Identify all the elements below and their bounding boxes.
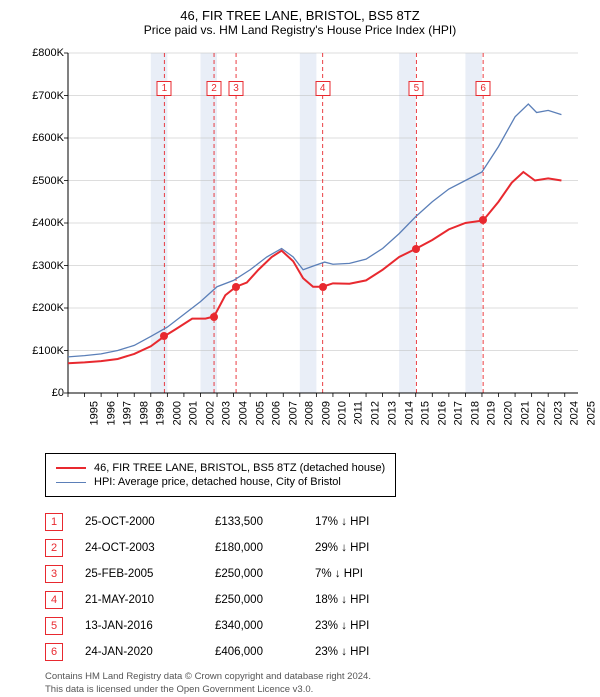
x-axis-label: 2018 (469, 401, 481, 425)
x-axis-label: 2025 (585, 401, 597, 425)
sale-row-date: 21-MAY-2010 (85, 594, 215, 606)
x-axis-label: 2002 (204, 401, 216, 425)
x-axis-label: 2015 (420, 401, 432, 425)
sale-row: 5 13-JAN-2016£340,00023% ↓ HPI (45, 613, 570, 639)
sale-row-price: £250,000 (215, 594, 315, 606)
sale-table: 1 25-OCT-2000£133,50017% ↓ HPI 2 24-OCT-200… (45, 509, 570, 665)
footnote: Contains HM Land Registry data © Crown c… (45, 671, 570, 697)
sale-row-price: £180,000 (215, 542, 315, 554)
x-axis-label: 2014 (403, 401, 415, 425)
sale-point (210, 313, 218, 321)
sale-row-num: 1 (45, 513, 63, 531)
sale-row-delta: 23% ↓ HPI (315, 646, 415, 658)
sale-row: 3 25-FEB-2005£250,0007% ↓ HPI (45, 561, 570, 587)
x-axis-label: 1999 (155, 401, 167, 425)
sale-row: 2 24-OCT-2003£180,00029% ↓ HPI (45, 535, 570, 561)
page-title: 46, FIR TREE LANE, BRISTOL, BS5 8TZ (0, 0, 600, 23)
page-subtitle: Price paid vs. HM Land Registry's House … (0, 23, 600, 43)
x-axis-label: 1995 (88, 401, 100, 425)
sale-row-date: 13-JAN-2016 (85, 620, 215, 632)
sale-row-delta: 17% ↓ HPI (315, 516, 415, 528)
chart-svg (20, 43, 580, 443)
sale-row-delta: 29% ↓ HPI (315, 542, 415, 554)
sale-point (319, 283, 327, 291)
sale-row: 1 25-OCT-2000£133,50017% ↓ HPI (45, 509, 570, 535)
sale-marker-box: 2 (207, 81, 222, 96)
sale-marker-box: 6 (476, 81, 491, 96)
sale-row-num: 3 (45, 565, 63, 583)
x-axis-label: 2011 (353, 401, 365, 425)
sale-row-num: 6 (45, 643, 63, 661)
sale-marker-box: 4 (315, 81, 330, 96)
x-axis-label: 2007 (287, 401, 299, 425)
y-axis-label: £0 (24, 387, 64, 399)
y-axis-label: £300K (24, 260, 64, 272)
x-axis-label: 2010 (337, 401, 349, 425)
x-axis-label: 1998 (138, 401, 150, 425)
x-axis-label: 2017 (453, 401, 465, 425)
sale-row: 6 24-JAN-2020£406,00023% ↓ HPI (45, 639, 570, 665)
x-axis-label: 2023 (552, 401, 564, 425)
chart-area: £0 £100K £200K £300K £400K £500K £600K £700K £80… (20, 43, 580, 443)
x-axis-label: 2006 (271, 401, 283, 425)
x-axis-label: 2004 (238, 401, 250, 425)
sale-row-date: 24-OCT-2003 (85, 542, 215, 554)
sale-row-delta: 23% ↓ HPI (315, 620, 415, 632)
y-axis-label: £700K (24, 90, 64, 102)
x-axis-label: 2008 (304, 401, 316, 425)
sale-row-num: 5 (45, 617, 63, 635)
legend-item: HPI: Average price, detached house, City… (56, 476, 385, 488)
sale-row-price: £250,000 (215, 568, 315, 580)
y-axis-label: £100K (24, 345, 64, 357)
x-axis-label: 2022 (536, 401, 548, 425)
legend-label: HPI: Average price, detached house, City… (94, 476, 341, 488)
x-axis-label: 2012 (370, 401, 382, 425)
x-axis-label: 1997 (122, 401, 134, 425)
x-axis-label: 2005 (254, 401, 266, 425)
sale-row-delta: 7% ↓ HPI (315, 568, 415, 580)
footnote-line: This data is licensed under the Open Gov… (45, 684, 570, 697)
sale-row-date: 25-FEB-2005 (85, 568, 215, 580)
footnote-line: Contains HM Land Registry data © Crown c… (45, 671, 570, 684)
x-axis-label: 2020 (502, 401, 514, 425)
sale-row-date: 25-OCT-2000 (85, 516, 215, 528)
x-axis-label: 1996 (105, 401, 117, 425)
sale-row-price: £340,000 (215, 620, 315, 632)
sale-point (479, 216, 487, 224)
x-axis-label: 2019 (486, 401, 498, 425)
sale-row-delta: 18% ↓ HPI (315, 594, 415, 606)
sale-marker-box: 1 (157, 81, 172, 96)
legend-swatch (56, 467, 86, 469)
legend-item: 46, FIR TREE LANE, BRISTOL, BS5 8TZ (det… (56, 462, 385, 474)
x-axis-label: 2021 (519, 401, 531, 425)
sale-row-date: 24-JAN-2020 (85, 646, 215, 658)
sale-marker-box: 3 (229, 81, 244, 96)
sale-point (412, 245, 420, 253)
sale-row: 4 21-MAY-2010£250,00018% ↓ HPI (45, 587, 570, 613)
x-axis-label: 2013 (387, 401, 399, 425)
x-axis-label: 2003 (221, 401, 233, 425)
sale-row-price: £406,000 (215, 646, 315, 658)
sale-point (160, 332, 168, 340)
x-axis-label: 2001 (188, 401, 200, 425)
y-axis-label: £500K (24, 175, 64, 187)
legend-label: 46, FIR TREE LANE, BRISTOL, BS5 8TZ (det… (94, 462, 385, 474)
y-axis-label: £400K (24, 217, 64, 229)
y-axis-label: £200K (24, 302, 64, 314)
legend-swatch (56, 482, 86, 483)
x-axis-label: 2016 (436, 401, 448, 425)
sale-row-price: £133,500 (215, 516, 315, 528)
x-axis-label: 2024 (569, 401, 581, 425)
sale-row-num: 2 (45, 539, 63, 557)
x-axis-label: 2009 (320, 401, 332, 425)
sale-marker-box: 5 (409, 81, 424, 96)
legend: 46, FIR TREE LANE, BRISTOL, BS5 8TZ (det… (45, 453, 396, 497)
y-axis-label: £600K (24, 132, 64, 144)
chart-container: 46, FIR TREE LANE, BRISTOL, BS5 8TZ Pric… (0, 0, 600, 680)
y-axis-label: £800K (24, 47, 64, 59)
sale-row-num: 4 (45, 591, 63, 609)
x-axis-label: 2000 (171, 401, 183, 425)
sale-point (232, 283, 240, 291)
